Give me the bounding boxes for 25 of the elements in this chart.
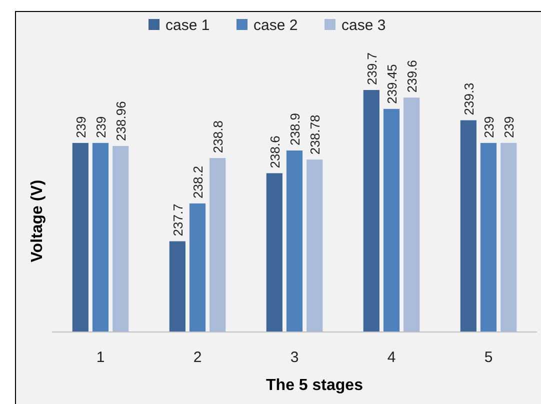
x-tick-label: 2: [193, 349, 202, 366]
data-label: 239.45: [384, 64, 400, 104]
x-axis-title: The 5 stages: [266, 377, 364, 394]
x-tick-label: 1: [96, 349, 105, 366]
data-label: 239.3: [461, 82, 476, 116]
x-tick-label: 3: [290, 349, 299, 366]
data-label: 239.7: [364, 52, 380, 85]
data-label: 239: [502, 116, 517, 138]
x-tick-label: 5: [484, 349, 493, 366]
legend-label: case 3: [342, 17, 386, 34]
data-label: 238.2: [190, 166, 206, 198]
x-tick-label: 4: [387, 349, 396, 366]
data-label: 238.96: [114, 101, 129, 141]
data-label: 238.78: [308, 114, 323, 155]
data-label: 238.9: [288, 112, 302, 146]
data-label: 239: [482, 116, 496, 138]
y-axis-title: Voltage (V): [29, 180, 46, 262]
legend-label: case 1: [166, 17, 210, 34]
legend-label: case 2: [254, 17, 298, 34]
data-label: 239.6: [404, 60, 420, 93]
data-label: 239: [94, 116, 108, 138]
data-label: 239: [73, 116, 88, 138]
data-label: 238.6: [267, 136, 282, 168]
data-label: 237.7: [170, 204, 186, 236]
data-label: 238.8: [210, 120, 226, 154]
